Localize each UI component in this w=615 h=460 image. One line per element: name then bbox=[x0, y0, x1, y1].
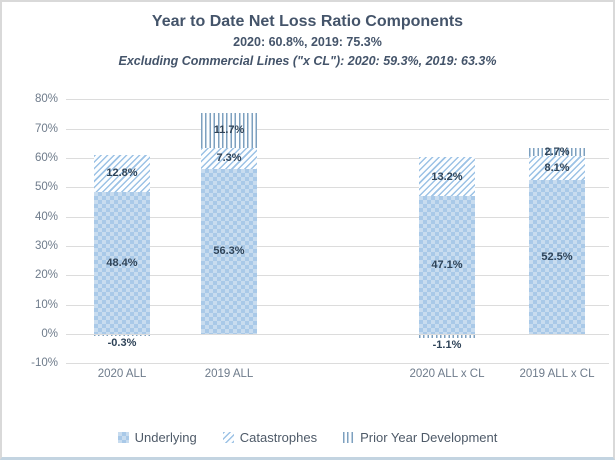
category-label: 2020 ALL x CL bbox=[409, 368, 485, 380]
bar-segment-diagonal-stripes bbox=[201, 147, 257, 169]
bar-value-label: 52.5% bbox=[541, 251, 573, 264]
y-axis-tick-label: 70% bbox=[34, 123, 58, 135]
y-axis-tick-label: 10% bbox=[34, 299, 58, 311]
category-label: 2019 ALL x CL bbox=[519, 368, 595, 380]
y-axis-tick-label: 20% bbox=[34, 269, 58, 281]
legend-item-diagonal-stripes: Catastrophes bbox=[222, 430, 318, 445]
bar-segment-vertical-stripes bbox=[201, 113, 257, 148]
bar-value-label: 56.3% bbox=[213, 245, 245, 258]
gridline-50 bbox=[66, 187, 609, 188]
bar-segment-diagonal-stripes bbox=[529, 156, 585, 181]
bar-segment-vertical-stripes bbox=[529, 148, 585, 157]
bar-value-label: 2.7% bbox=[544, 146, 570, 159]
bar-segment-checker bbox=[94, 192, 150, 334]
y-axis-tick-label: 0% bbox=[41, 328, 58, 340]
bar-segment-checker bbox=[201, 168, 257, 334]
gridline-70 bbox=[66, 129, 609, 130]
bar-value-label: 7.3% bbox=[216, 152, 242, 165]
bar-value-label: 48.4% bbox=[106, 257, 138, 270]
bar-value-label: -0.3% bbox=[107, 337, 137, 349]
legend-label: Underlying bbox=[134, 430, 197, 445]
chart-subtitle-excl-commercial: Excluding Commercial Lines ("x CL"): 202… bbox=[118, 54, 497, 68]
bar-value-label: 11.7% bbox=[213, 124, 245, 137]
gridline-80 bbox=[66, 99, 609, 100]
chart-subtitle-totals: 2020: 60.8%, 2019: 75.3% bbox=[233, 35, 382, 49]
legend-item-checker: Underlying bbox=[117, 430, 197, 445]
chart-header: Year to Date Net Loss Ratio Components 2… bbox=[2, 12, 613, 70]
bar-segment-vertical-stripes bbox=[94, 335, 150, 336]
y-axis-tick-label: 50% bbox=[34, 181, 58, 193]
bar-value-label: 47.1% bbox=[431, 258, 463, 271]
legend-item-vertical-stripes: Prior Year Development bbox=[343, 430, 497, 445]
gridline-10 bbox=[66, 305, 609, 306]
category-label: 2020 ALL bbox=[97, 368, 147, 380]
y-axis-tick-label: 60% bbox=[34, 152, 58, 164]
bar-value-label: 13.2% bbox=[431, 170, 463, 183]
legend: Underlying Catastrophes Prior Year Develop… bbox=[2, 430, 613, 445]
legend-label: Prior Year Development bbox=[360, 430, 498, 445]
legend-label: Catastrophes bbox=[239, 430, 318, 445]
y-axis-tick-label: 80% bbox=[34, 93, 58, 105]
legend-swatch-diagonal-stripes-icon bbox=[222, 432, 234, 443]
bar-segment-diagonal-stripes bbox=[94, 154, 150, 193]
bar-value-label: -1.1% bbox=[432, 339, 462, 352]
category-label: 2019 ALL bbox=[204, 368, 254, 380]
bar-segment-checker bbox=[419, 195, 475, 334]
y-axis-tick-label: -10% bbox=[31, 357, 58, 369]
legend-swatch-vertical-stripes-icon bbox=[343, 432, 355, 443]
gridline-30 bbox=[66, 246, 609, 247]
gridline--10 bbox=[66, 363, 609, 364]
gridline-40 bbox=[66, 217, 609, 218]
bar-segment-checker bbox=[529, 180, 585, 334]
y-axis-tick-label: 30% bbox=[34, 240, 58, 252]
gridline-20 bbox=[66, 275, 609, 276]
chart-title: Year to Date Net Loss Ratio Components bbox=[151, 13, 464, 30]
bar-value-label: 8.1% bbox=[544, 162, 570, 175]
bar-segment-vertical-stripes bbox=[419, 335, 475, 339]
y-axis-tick-label: 40% bbox=[34, 211, 58, 223]
gridline-60 bbox=[66, 158, 609, 159]
gridline-0 bbox=[66, 334, 609, 335]
bar-value-label: 12.8% bbox=[106, 167, 138, 180]
bar-segment-diagonal-stripes bbox=[419, 157, 475, 196]
legend-swatch-checker-icon bbox=[117, 432, 129, 443]
